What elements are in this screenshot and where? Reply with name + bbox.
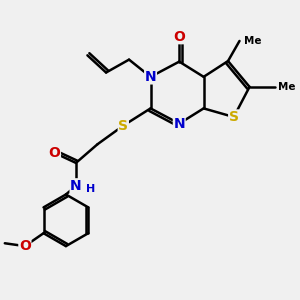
Text: N: N bbox=[70, 179, 82, 193]
Text: S: S bbox=[118, 118, 128, 133]
Text: N: N bbox=[145, 70, 156, 84]
Text: O: O bbox=[19, 239, 31, 253]
Text: H: H bbox=[86, 184, 95, 194]
Text: N: N bbox=[173, 117, 185, 130]
Text: S: S bbox=[229, 110, 239, 124]
Text: O: O bbox=[49, 146, 60, 160]
Text: Me: Me bbox=[244, 36, 261, 46]
Text: O: O bbox=[173, 30, 185, 44]
Text: Me: Me bbox=[278, 82, 296, 92]
